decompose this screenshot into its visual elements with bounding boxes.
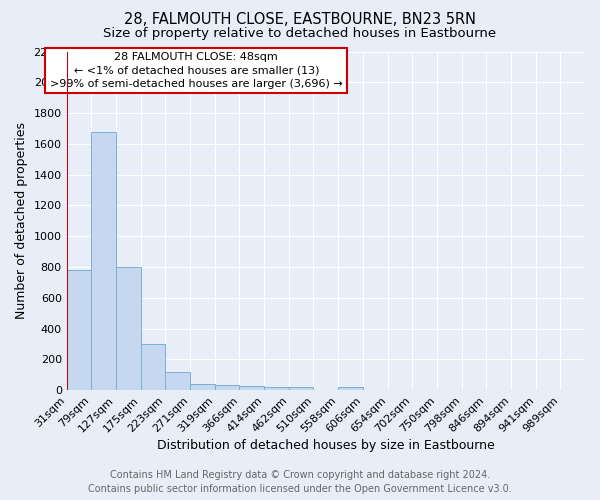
Bar (67, 270, 91, 390)
Text: 28 FALMOUTH CLOSE: 48sqm
← <1% of detached houses are smaller (13)
>99% of semi-: 28 FALMOUTH CLOSE: 48sqm ← <1% of detach… (50, 52, 343, 88)
Y-axis label: Number of detached properties: Number of detached properties (15, 122, 28, 320)
Bar (166, 372, 190, 390)
Bar (239, 386, 264, 390)
Text: Contains HM Land Registry data © Crown copyright and database right 2024.
Contai: Contains HM Land Registry data © Crown c… (88, 470, 512, 494)
Text: Size of property relative to detached houses in Eastbourne: Size of property relative to detached ho… (103, 28, 497, 40)
Text: 28, FALMOUTH CLOSE, EASTBOURNE, BN23 5RN: 28, FALMOUTH CLOSE, EASTBOURNE, BN23 5RN (124, 12, 476, 28)
Bar (116, 267, 141, 390)
Bar (190, 384, 215, 390)
Bar (338, 387, 363, 390)
Bar (215, 386, 239, 390)
Bar (264, 387, 289, 390)
Bar (141, 344, 166, 390)
X-axis label: Distribution of detached houses by size in Eastbourne: Distribution of detached houses by size … (157, 440, 495, 452)
Bar (289, 387, 313, 390)
Bar (91, 132, 116, 390)
